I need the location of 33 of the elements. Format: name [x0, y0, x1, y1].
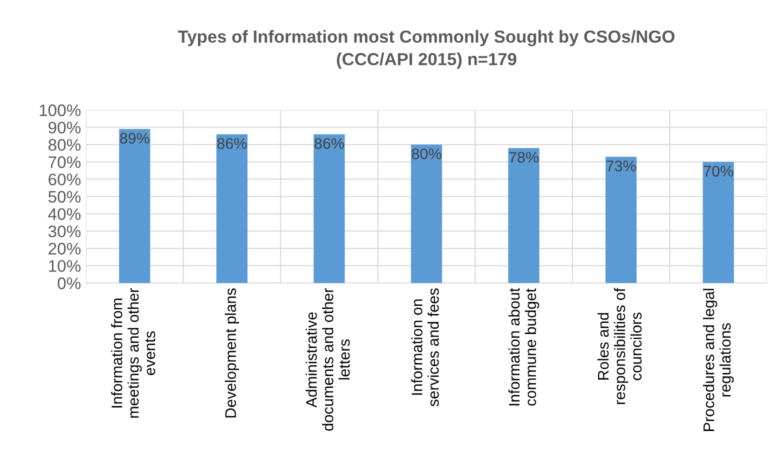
bar	[410, 144, 442, 283]
y-tick-label: 40%	[48, 208, 81, 220]
bar	[314, 134, 345, 283]
bar	[508, 148, 540, 283]
y-tick-label: 10%	[49, 260, 81, 272]
x-tick-label: Information on services and fees	[411, 288, 439, 406]
y-tick-label: 30%	[48, 226, 81, 238]
y-tick-label: 80%	[48, 139, 81, 151]
y-tick-label: 0%	[58, 277, 81, 290]
data-label: 70%	[704, 166, 734, 177]
y-tick-label: 50%	[48, 190, 81, 203]
y-tick-label: 60%	[48, 174, 81, 186]
x-tick-label: Development plans	[224, 288, 240, 418]
bar	[119, 129, 150, 283]
x-tick-label: Information from meetings and other events	[111, 288, 156, 418]
y-tick-label: 20%	[48, 242, 81, 255]
data-label: 86%	[217, 138, 247, 149]
y-tick-label: 100%	[40, 104, 81, 116]
data-label: 78%	[509, 152, 539, 163]
x-tick-label: Roles and responsibilities of councilors	[597, 288, 642, 404]
data-label: 86%	[314, 138, 344, 149]
bar	[702, 162, 734, 283]
data-label: 80%	[412, 148, 442, 160]
bar	[216, 134, 248, 283]
x-tick-label: Administrative documents and other letters	[306, 288, 350, 431]
x-tick-label: Information about commune budget	[508, 288, 540, 406]
data-label: 89%	[120, 132, 150, 144]
data-label: 73%	[606, 160, 636, 172]
y-tick-label: 90%	[48, 122, 81, 134]
y-tick-label: 70%	[48, 156, 81, 168]
bar	[606, 156, 637, 283]
chart-title: Types of Information most Commonly Sought by CSOs/NGO (CCC/API 2015) n=179	[178, 30, 674, 69]
x-tick-label: Procedures and legal regulations	[703, 288, 734, 431]
